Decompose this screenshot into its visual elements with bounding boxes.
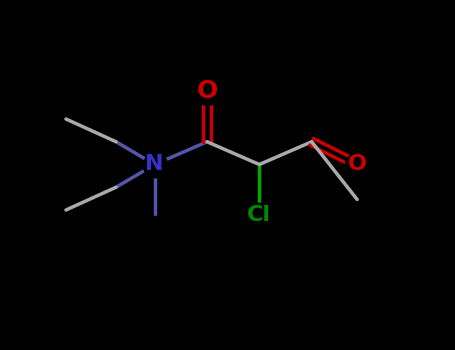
Text: Cl: Cl [248,205,271,225]
Text: O: O [197,79,217,103]
Text: N: N [146,154,164,175]
Text: O: O [348,154,367,175]
